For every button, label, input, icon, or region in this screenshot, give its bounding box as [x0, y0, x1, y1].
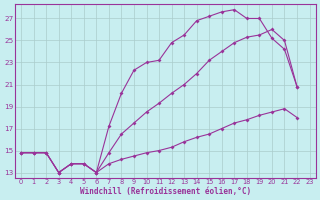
X-axis label: Windchill (Refroidissement éolien,°C): Windchill (Refroidissement éolien,°C) [80, 187, 251, 196]
